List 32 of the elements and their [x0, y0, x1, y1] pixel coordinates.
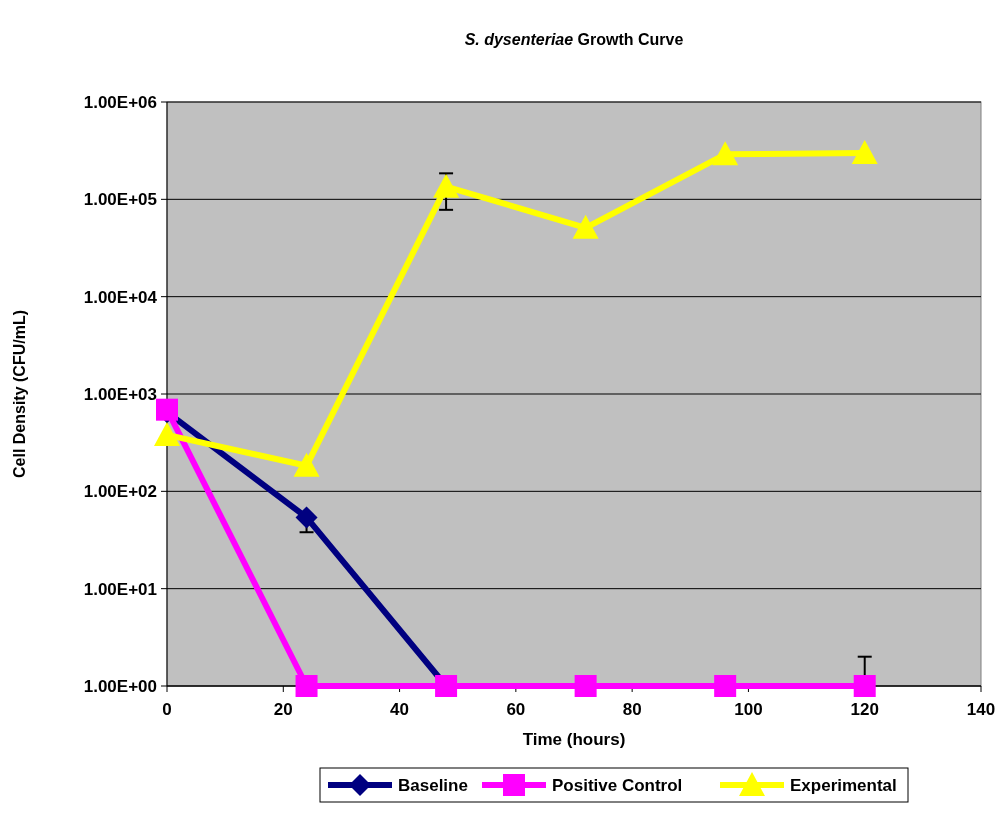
y-axis-title: Cell Density (CFU/mL) — [11, 309, 28, 479]
legend-label: Baseline — [398, 776, 468, 795]
point — [572, 214, 599, 239]
point — [295, 506, 318, 529]
point — [293, 452, 320, 477]
point — [851, 139, 878, 164]
point — [853, 675, 876, 697]
x-tick-label: 40 — [390, 700, 410, 719]
point — [295, 675, 318, 697]
point — [433, 173, 460, 198]
x-tick-label: 100 — [734, 700, 763, 719]
y-tick-label: 1.00E+02 — [83, 482, 157, 502]
point — [154, 421, 180, 446]
x-tick-label: 80 — [622, 700, 642, 719]
y-tick-label: 1.00E+06 — [83, 93, 157, 112]
point — [714, 675, 737, 697]
x-tick-label: 20 — [273, 700, 293, 719]
legend-label: Experimental — [790, 776, 897, 795]
point — [712, 141, 739, 166]
y-tick-label: 1.00E+03 — [83, 385, 157, 404]
chart-title: S. dysenteriae Growth Curve — [464, 31, 684, 48]
y-tick-label: 1.00E+00 — [83, 677, 157, 696]
point — [574, 675, 597, 697]
x-tick-label: 140 — [966, 700, 996, 719]
x-axis-title: Time (hours) — [522, 730, 626, 749]
x-tick-label: 60 — [506, 700, 526, 719]
legend-label: Positive Control — [552, 776, 683, 795]
x-tick-label: 120 — [850, 700, 879, 719]
x-tick-label: 0 — [162, 700, 172, 719]
y-tick-label: 1.00E+04 — [83, 287, 158, 307]
y-tick-label: 1.00E+05 — [83, 190, 157, 210]
y-tick-label: 1.00E+01 — [83, 579, 157, 599]
